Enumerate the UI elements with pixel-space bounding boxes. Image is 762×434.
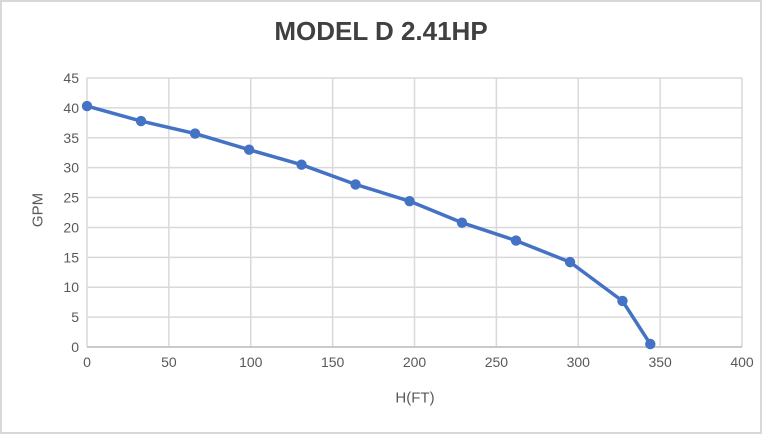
y-tick-label: 15 bbox=[63, 249, 79, 265]
x-tick-label: 50 bbox=[161, 354, 177, 370]
y-tick-label: 40 bbox=[63, 100, 79, 116]
y-tick-label: 5 bbox=[71, 309, 79, 325]
x-tick-label: 200 bbox=[403, 354, 427, 370]
y-tick-label: 10 bbox=[63, 279, 79, 295]
data-point bbox=[243, 144, 255, 155]
data-point bbox=[510, 235, 522, 246]
y-tick-label: 45 bbox=[63, 70, 79, 86]
y-tick-label: 0 bbox=[71, 339, 79, 355]
x-tick-label: 150 bbox=[321, 354, 345, 370]
x-tick-label: 400 bbox=[730, 354, 754, 370]
y-tick-label: 30 bbox=[63, 160, 79, 176]
data-point bbox=[564, 256, 576, 268]
data-point bbox=[189, 128, 201, 139]
x-tick-label: 250 bbox=[485, 354, 509, 370]
data-point bbox=[617, 295, 628, 307]
x-tick-label: 100 bbox=[239, 354, 263, 370]
data-point bbox=[296, 159, 307, 170]
y-tick-label: 25 bbox=[63, 190, 79, 206]
y-tick-label: 20 bbox=[63, 219, 79, 235]
data-point bbox=[645, 338, 656, 350]
data-point bbox=[404, 195, 415, 207]
data-point bbox=[81, 100, 93, 112]
series-line bbox=[85, 104, 653, 346]
x-axis-title: H(FT) bbox=[395, 389, 435, 407]
x-tick-label: 300 bbox=[567, 354, 591, 370]
y-tick-label: 35 bbox=[63, 130, 79, 146]
x-tick-label: 350 bbox=[648, 354, 672, 370]
x-tick-label: 0 bbox=[83, 354, 91, 370]
data-point bbox=[350, 179, 361, 190]
chart-title: MODEL D 2.41HP bbox=[274, 16, 488, 46]
data-point bbox=[135, 115, 147, 127]
data-point bbox=[456, 217, 468, 228]
